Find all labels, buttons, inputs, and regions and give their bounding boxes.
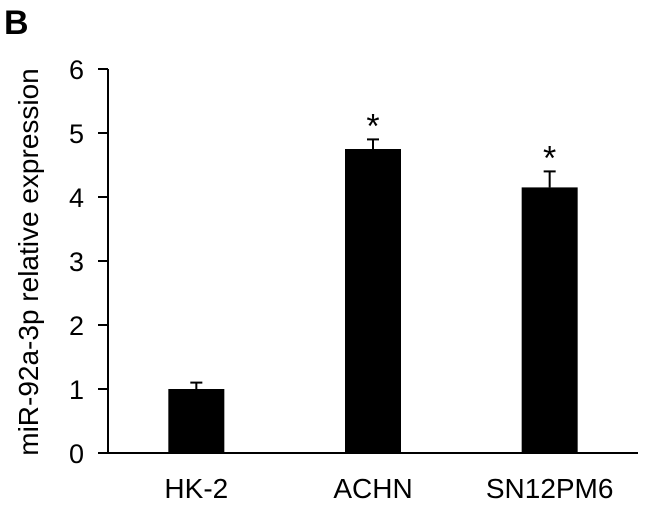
panel-label: B <box>4 4 29 42</box>
y-tick-label-6: 6 <box>69 55 84 85</box>
y-tick-label-3: 3 <box>69 247 84 277</box>
significance-marker-1: * <box>366 107 379 145</box>
bar-1 <box>345 149 401 453</box>
y-ticks: 0 1 2 3 4 5 6 <box>69 55 108 469</box>
y-tick-label-4: 4 <box>69 183 84 213</box>
y-tick-label-2: 2 <box>69 311 84 341</box>
x-tick-label-0: HK-2 <box>164 473 228 504</box>
x-tick-labels: HK-2 ACHN SN12PM6 <box>164 473 613 504</box>
y-axis-label: miR-92a-3p relative expression <box>13 68 44 456</box>
bar-0 <box>168 389 225 453</box>
significance-marker-2: * <box>543 139 556 177</box>
bar-2 <box>521 187 578 453</box>
y-tick-label-1: 1 <box>69 375 84 405</box>
bars <box>168 149 578 453</box>
y-tick-label-0: 0 <box>69 439 84 469</box>
y-tick-label-5: 5 <box>69 119 84 149</box>
annotations: ** <box>366 107 556 177</box>
x-tick-label-2: SN12PM6 <box>486 473 614 504</box>
error-bars <box>190 138 556 389</box>
x-tick-label-1: ACHN <box>333 473 412 504</box>
